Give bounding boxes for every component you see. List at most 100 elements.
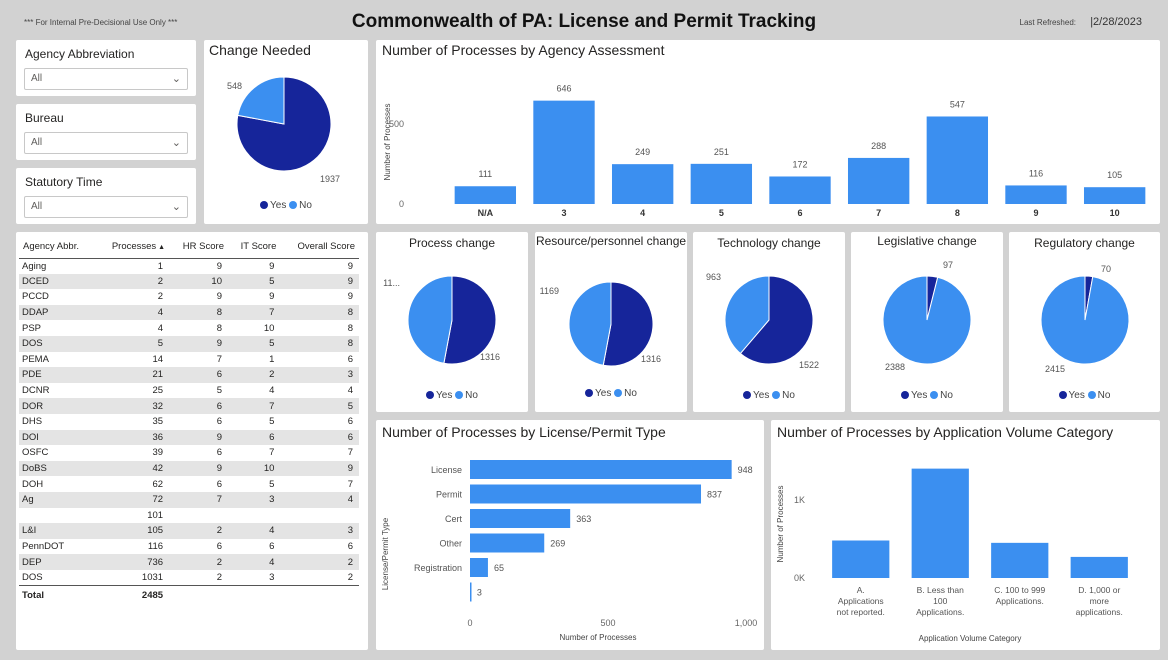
pie-data-label: 11... bbox=[383, 278, 400, 288]
table-cell: DOR bbox=[19, 398, 96, 414]
hbar-Permit bbox=[470, 484, 702, 504]
col-it-score[interactable]: IT Score bbox=[227, 236, 281, 259]
table-cell: 6 bbox=[280, 429, 359, 446]
table-cell bbox=[280, 508, 359, 524]
last-refreshed-date: |2/28/2023 bbox=[1090, 16, 1142, 28]
table-row[interactable]: DOH 62 6 5 7 bbox=[19, 476, 359, 492]
hbar-Cert bbox=[470, 509, 571, 528]
table-row[interactable]: PCCD 2 9 9 9 bbox=[19, 289, 359, 305]
bar-8 bbox=[926, 116, 989, 204]
table-cell: 9 bbox=[280, 273, 359, 290]
table-cell: DoBS bbox=[19, 460, 96, 477]
hbar-Registration bbox=[470, 558, 488, 577]
chevron-down-icon: ⌄ bbox=[171, 73, 181, 85]
legend-dot-icon bbox=[930, 391, 939, 399]
table-cell: 9 bbox=[169, 460, 228, 477]
table-row[interactable]: DEP 736 2 4 2 bbox=[19, 554, 359, 570]
table-row[interactable]: L&I 105 2 4 3 bbox=[19, 523, 359, 539]
table-cell: 6 bbox=[216, 478, 222, 490]
page-title: Commonwealth of PA: License and Permit T… bbox=[351, 11, 817, 32]
agency-table-card: Agency Abbr. Processes ▲ HR Score IT Sco… bbox=[16, 232, 368, 650]
table-row[interactable]: DOS 5 9 5 8 bbox=[19, 335, 359, 352]
bar-data-label: 65 bbox=[494, 563, 504, 573]
bar-category-0 bbox=[832, 540, 890, 578]
table-row[interactable]: Ag 72 7 3 4 bbox=[19, 491, 359, 508]
x-tick-label: N/A bbox=[478, 208, 494, 218]
table-row[interactable]: DOI 36 9 6 6 bbox=[19, 429, 359, 446]
bureau-dropdown[interactable]: All ⌄ bbox=[24, 132, 188, 154]
table-cell: 9 bbox=[216, 291, 222, 303]
table-row[interactable]: PSP 4 8 10 8 bbox=[19, 320, 359, 336]
table-total-row: Total 2485 bbox=[19, 584, 359, 606]
table-cell: 35 bbox=[152, 416, 164, 428]
chart-title: Process change bbox=[408, 236, 496, 250]
bar-data-label: 269 bbox=[550, 539, 565, 549]
table-row[interactable]: PEMA 14 7 1 6 bbox=[19, 352, 359, 368]
col-processes[interactable]: Processes ▲ bbox=[95, 236, 170, 259]
bar-7 bbox=[847, 157, 910, 204]
x-tick-label: 1,000 bbox=[735, 618, 758, 628]
col-hr-score[interactable]: HR Score bbox=[169, 236, 228, 259]
chart-legend: Yes No bbox=[693, 390, 845, 401]
chart-title: Resource/personnel change bbox=[535, 234, 687, 248]
pie-data-label: 70 bbox=[1101, 264, 1111, 274]
table-cell: PennDOT bbox=[22, 540, 65, 552]
legend-dot-icon bbox=[901, 391, 910, 399]
table-cell: 4 bbox=[95, 304, 170, 321]
table-cell: 6 bbox=[216, 540, 222, 552]
bar-data-label: 172 bbox=[792, 159, 807, 169]
table-row[interactable]: DOR 32 6 7 5 bbox=[19, 398, 359, 414]
slicer-label: Statutory Time bbox=[25, 175, 103, 189]
bar-data-label: 948 bbox=[738, 465, 753, 475]
table-cell: 21 bbox=[95, 367, 170, 383]
table-cell: 3 bbox=[227, 491, 281, 508]
table-cell bbox=[228, 508, 280, 524]
chart-legend: Yes No bbox=[376, 390, 528, 401]
table-cell: 7 bbox=[347, 447, 353, 459]
table-row[interactable]: DoBS 42 9 10 9 bbox=[19, 460, 359, 477]
hbar-License bbox=[470, 460, 732, 479]
app-volume-bar-chart: Number of Processes 0K 1K A. Applications not… bbox=[776, 468, 1128, 643]
table-cell bbox=[169, 508, 228, 524]
statutory-time-dropdown[interactable]: All ⌄ bbox=[24, 196, 188, 218]
chart-legend: Yes No bbox=[1009, 390, 1160, 401]
table-row[interactable]: PennDOT 116 6 6 6 bbox=[19, 539, 359, 555]
table-row[interactable]: 101 bbox=[19, 508, 359, 524]
total-label: Total bbox=[19, 584, 96, 606]
pie-slice-no bbox=[1040, 275, 1130, 365]
pie-data-label: 1522 bbox=[799, 360, 819, 370]
table-cell: DHS bbox=[22, 416, 43, 428]
table-row[interactable]: DHS 35 6 5 6 bbox=[19, 414, 359, 430]
hbar-Other bbox=[470, 533, 545, 553]
table-row[interactable]: DCED 2 10 5 9 bbox=[19, 273, 359, 290]
y-tick-label: Cert bbox=[445, 514, 463, 524]
table-cell: 2 bbox=[216, 571, 222, 583]
table-row[interactable]: Aging 1 9 9 9 bbox=[19, 258, 359, 274]
table-cell: 42 bbox=[95, 460, 170, 477]
table-cell: 3 bbox=[280, 523, 359, 539]
table-cell: 4 bbox=[227, 523, 281, 539]
table-cell: 7 bbox=[227, 398, 281, 414]
table-cell: 2 bbox=[280, 554, 359, 570]
pie-data-label: 1316 bbox=[480, 352, 500, 362]
table-row[interactable]: DDAP 4 8 7 8 bbox=[19, 304, 359, 321]
table-cell: OSFC bbox=[22, 447, 49, 459]
technology-change-card: Technology change 1522 963 Yes No bbox=[693, 232, 845, 412]
x-tick-label: 8 bbox=[955, 208, 960, 218]
y-axis-label: Number of Processes bbox=[383, 104, 392, 181]
agency-abbreviation-dropdown[interactable]: All ⌄ bbox=[24, 68, 188, 90]
pie-data-label: 1937 bbox=[320, 174, 340, 184]
col-overall-score[interactable]: Overall Score bbox=[280, 236, 359, 259]
table-cell: PDE bbox=[19, 367, 96, 383]
table-row[interactable]: DCNR 25 5 4 4 bbox=[19, 383, 359, 399]
table-row[interactable]: PDE 21 6 2 3 bbox=[19, 367, 359, 383]
table-row[interactable]: DOS 1031 2 3 2 bbox=[19, 570, 359, 586]
table-row[interactable]: OSFC 39 6 7 7 bbox=[19, 445, 359, 461]
change-needed-card: Change Needed 1937 548 Yes No bbox=[204, 40, 368, 224]
col-agency[interactable]: Agency Abbr. bbox=[19, 236, 96, 259]
table-cell: 5 bbox=[216, 385, 222, 397]
chart-title: Number of Processes by Application Volum… bbox=[777, 424, 1114, 440]
table-cell: 5 bbox=[227, 273, 281, 290]
table-cell: 3 bbox=[280, 367, 359, 383]
table-cell: 6 bbox=[347, 416, 353, 428]
